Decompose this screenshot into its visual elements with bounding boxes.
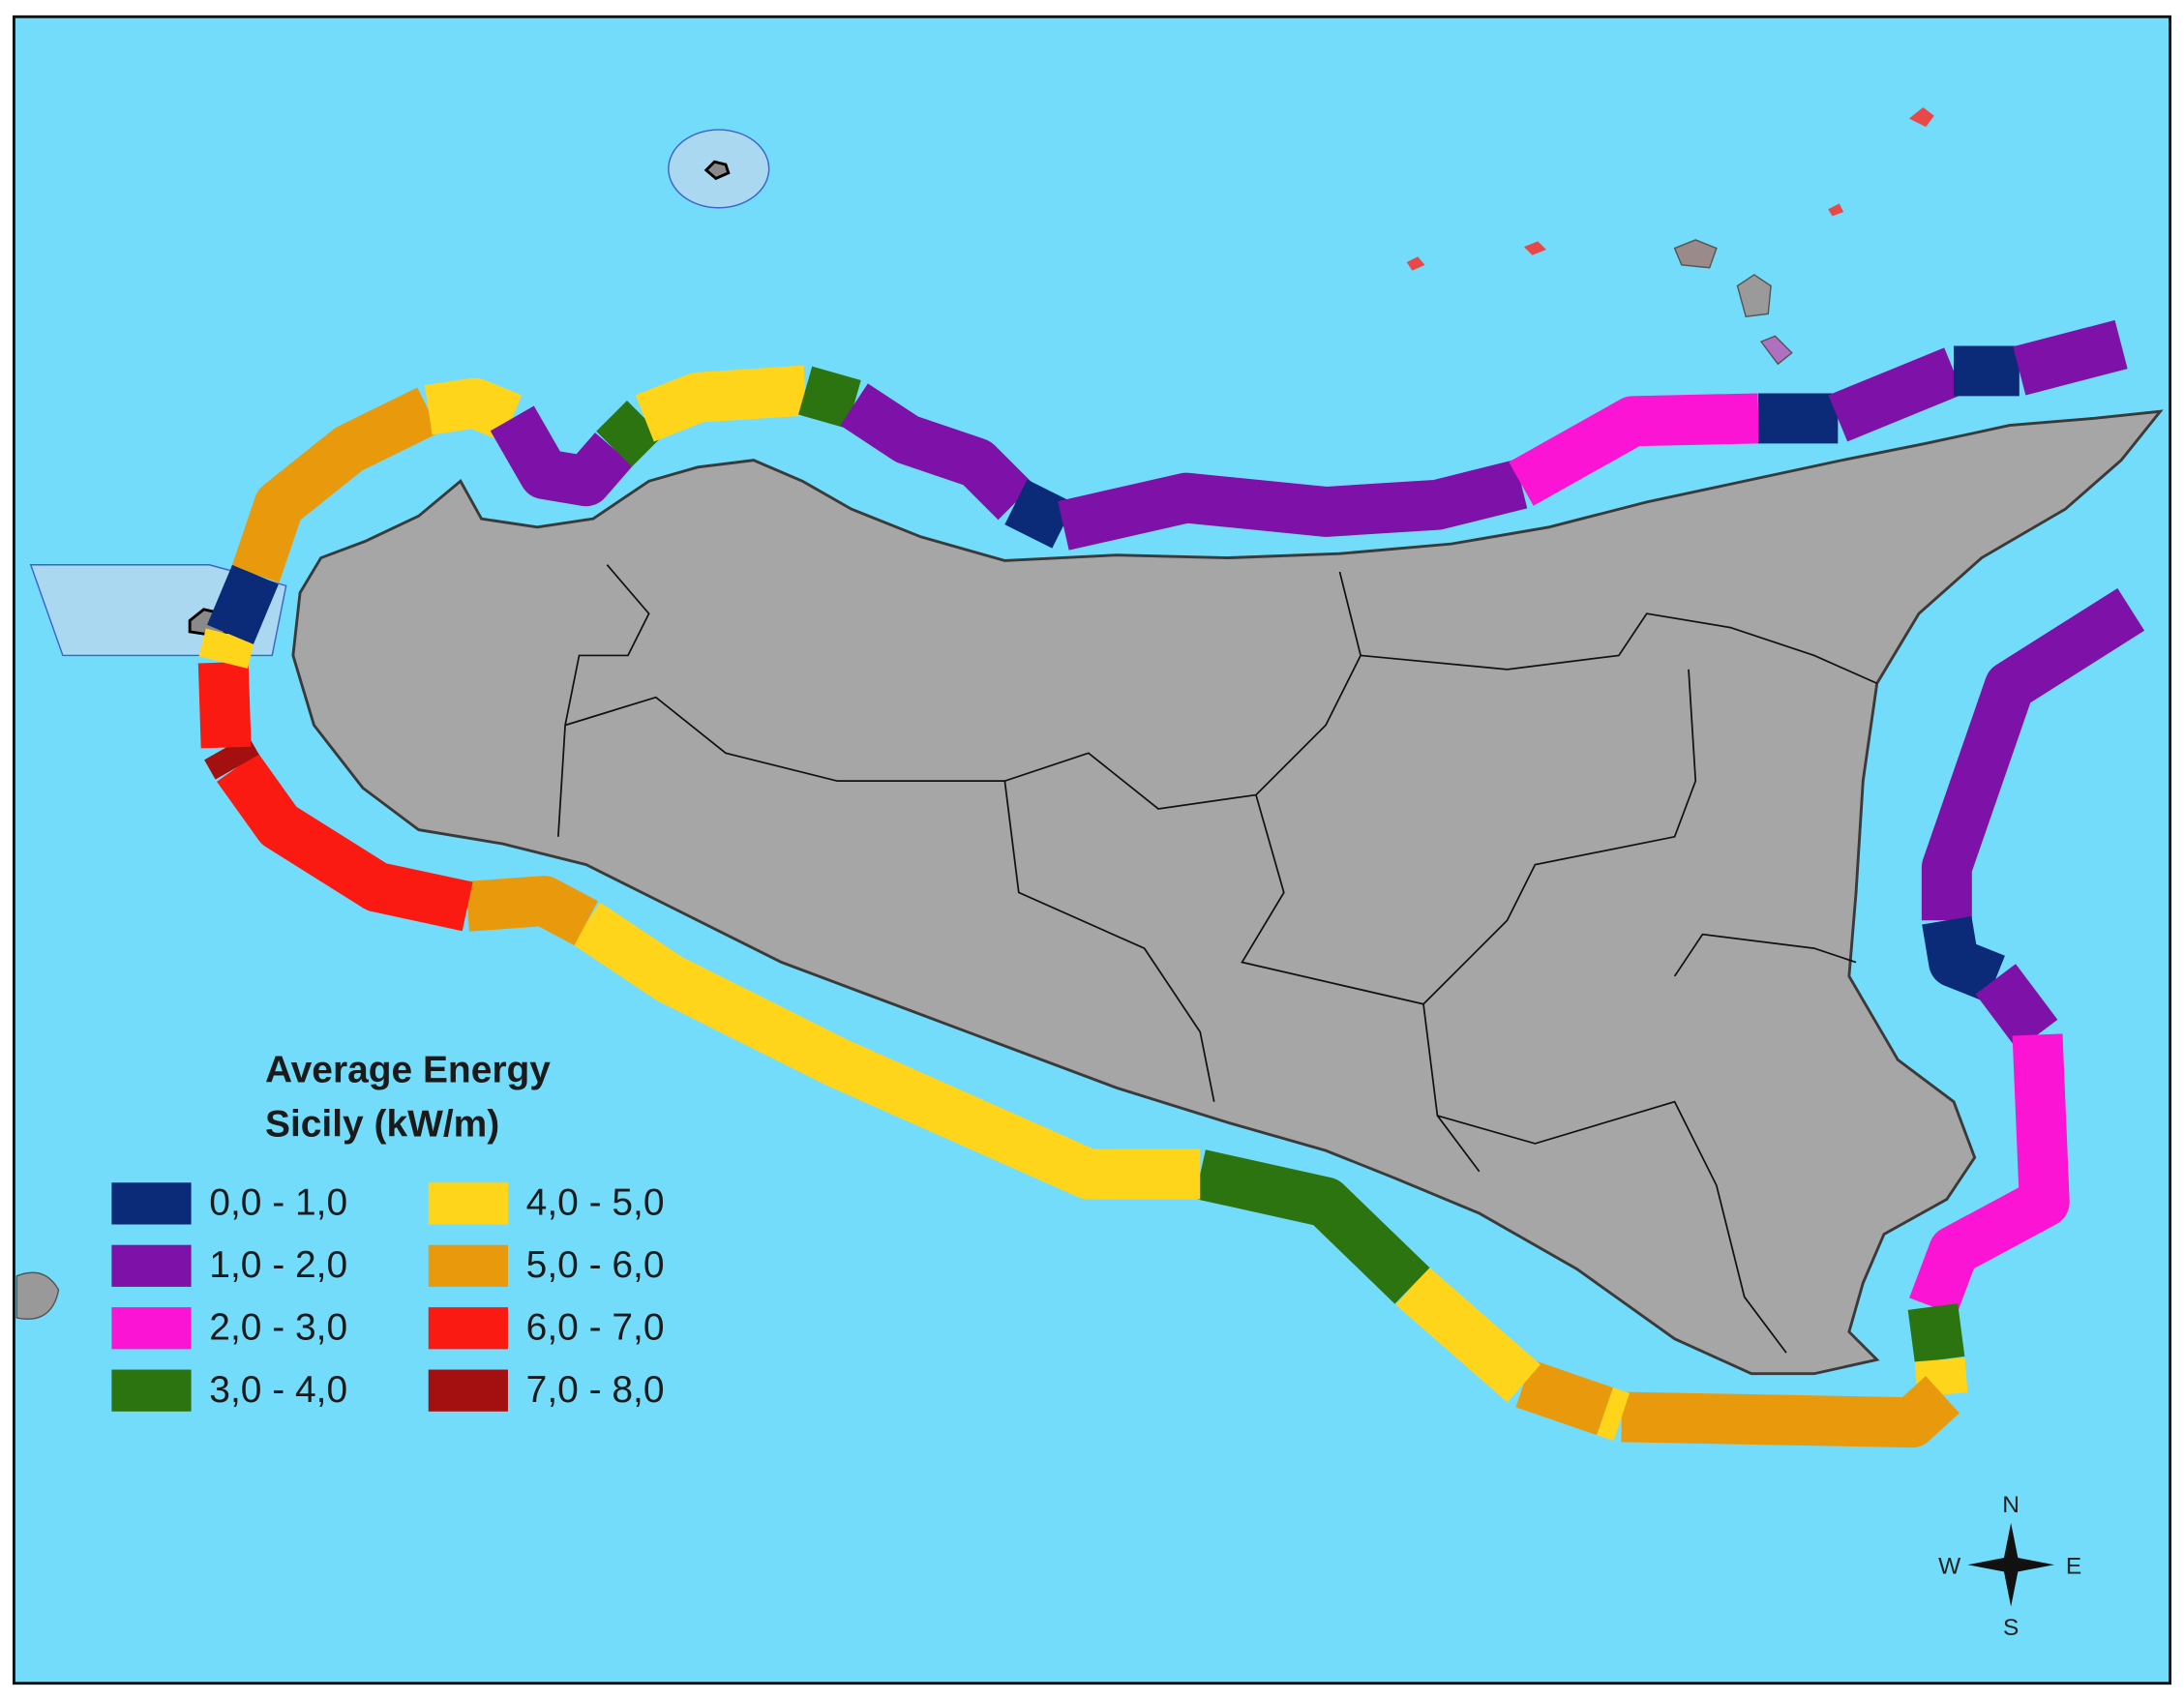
band-segment [1914, 1357, 1968, 1397]
band-segment [198, 628, 255, 669]
legend-label: 2,0 - 3,0 [209, 1306, 347, 1348]
border [1361, 612, 1878, 685]
legend-label: 7,0 - 8,0 [526, 1369, 665, 1411]
band-segment [197, 661, 252, 749]
island [1523, 241, 1546, 255]
legend-swatch [428, 1244, 508, 1287]
province-borders [557, 564, 1878, 1354]
island [1736, 274, 1772, 317]
band-segment [465, 876, 598, 946]
compass-s: S [2003, 1615, 2019, 1641]
legend-swatch [111, 1244, 192, 1287]
legend-swatch [428, 1369, 508, 1412]
band-segment [572, 902, 1201, 1200]
band-segment [2013, 319, 2128, 396]
band-segment [1509, 393, 1759, 506]
band-segment [204, 734, 259, 780]
band-segment [1922, 916, 2005, 1002]
border [1241, 794, 1481, 1173]
compass-w: W [1938, 1554, 1961, 1580]
legend-label: 1,0 - 2,0 [209, 1244, 347, 1286]
legend-swatch [111, 1307, 192, 1350]
band-segment [1828, 347, 1963, 442]
compass-rose [1967, 1522, 2054, 1607]
border [564, 571, 1362, 810]
legend-title: Sicily (kW/m) [265, 1104, 499, 1146]
island [1759, 335, 1793, 366]
legend-label: 4,0 - 5,0 [526, 1182, 665, 1224]
energy-band [197, 319, 2145, 1448]
legend-swatch [111, 1369, 192, 1412]
compass-n: N [2002, 1492, 2019, 1518]
band-segment [1395, 1267, 1541, 1403]
band-segment [1597, 1387, 1631, 1442]
band-segment [798, 366, 861, 429]
legend-label: 0,0 - 1,0 [209, 1182, 347, 1224]
band-segment [596, 401, 663, 467]
legend-label: 6,0 - 7,0 [526, 1306, 665, 1348]
band-segment [1515, 1359, 1613, 1436]
island [1908, 106, 1934, 128]
border [557, 564, 650, 837]
legend-swatch [111, 1182, 192, 1225]
band-segment [1194, 1149, 1430, 1304]
compass: N S W E [1938, 1492, 2081, 1641]
band-segment [1058, 459, 1528, 551]
compass-e: E [2066, 1554, 2081, 1580]
border [1422, 669, 1697, 1005]
band-segment [490, 405, 634, 507]
band-segment [635, 365, 807, 442]
border [1003, 781, 1215, 1102]
legend-label: 5,0 - 6,0 [526, 1244, 665, 1286]
band-segment [840, 383, 1034, 521]
island [1828, 203, 1844, 217]
band-segment [424, 377, 523, 442]
island [703, 160, 731, 181]
island [1673, 239, 1718, 269]
band-segment [1975, 964, 2058, 1051]
band-segment [207, 564, 279, 644]
band-segment [1621, 1376, 1960, 1448]
legend: Average Energy Sicily (kW/m) 0,0 - 1,0 1,… [111, 1049, 665, 1412]
legend-title: Average Energy [265, 1049, 551, 1090]
border [1673, 933, 1857, 977]
band-segment [1921, 587, 2145, 921]
band-segment [1907, 1303, 1965, 1363]
band-segment [231, 387, 440, 583]
band-segment [217, 752, 473, 932]
border [1437, 1100, 1787, 1354]
band-segment [1909, 1033, 2070, 1316]
island [15, 1271, 60, 1320]
legend-label: 3,0 - 4,0 [209, 1369, 347, 1411]
band-segment [1004, 479, 1075, 549]
legend-swatch [428, 1182, 508, 1225]
island [1406, 256, 1425, 271]
sicily [291, 409, 2164, 1376]
legend-swatch [428, 1307, 508, 1350]
